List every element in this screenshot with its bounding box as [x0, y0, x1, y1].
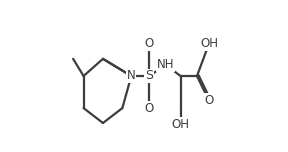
Text: O: O: [145, 37, 154, 50]
Text: OH: OH: [172, 118, 190, 131]
Text: O: O: [145, 102, 154, 115]
Text: O: O: [204, 94, 213, 107]
Text: N: N: [127, 69, 136, 83]
Text: OH: OH: [200, 37, 218, 50]
Text: NH: NH: [157, 58, 175, 71]
Text: S: S: [145, 69, 153, 83]
